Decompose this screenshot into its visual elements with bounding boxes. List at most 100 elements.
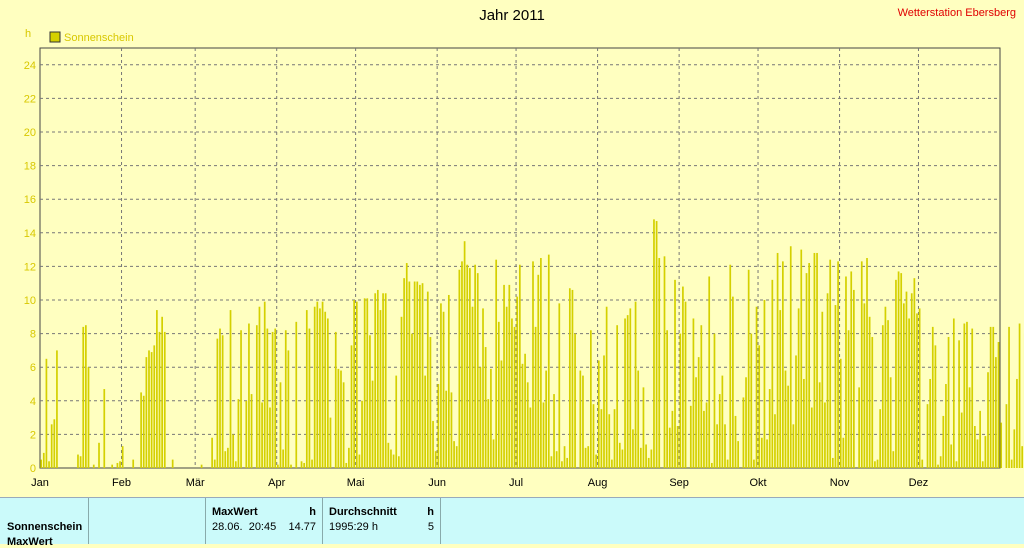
bar-day-162 — [464, 241, 466, 468]
bar-day-198 — [558, 303, 560, 468]
bar-day-312 — [858, 387, 860, 468]
bar-day-235 — [656, 221, 658, 468]
bar-day-130 — [380, 310, 382, 468]
bar-day-68 — [217, 339, 219, 468]
bar-day-331 — [908, 318, 910, 468]
bar-day-74 — [232, 434, 234, 468]
bar-day-129 — [377, 290, 379, 468]
bar-day-286 — [790, 246, 792, 468]
bar-day-281 — [777, 253, 779, 468]
x-tick-label-5: Jun — [428, 477, 446, 489]
bar-day-275 — [761, 438, 763, 468]
bar-day-341 — [935, 345, 937, 468]
bar-day-3 — [46, 359, 48, 468]
bar-day-45 — [156, 310, 158, 468]
bar-day-368 — [1006, 404, 1008, 468]
x-tick-label-4: Mai — [347, 477, 365, 489]
bar-day-89 — [272, 332, 274, 468]
bar-day-94 — [285, 330, 287, 468]
bar-day-70 — [222, 335, 224, 468]
bar-day-305 — [840, 359, 842, 468]
y-tick-label-10: 20 — [24, 127, 36, 139]
bar-day-324 — [890, 377, 892, 468]
bar-day-177 — [503, 285, 505, 468]
bar-day-211 — [593, 404, 595, 468]
bar-day-185 — [524, 354, 526, 468]
bar-day-360 — [985, 436, 987, 468]
bar-day-245 — [682, 287, 684, 468]
bar-day-273 — [756, 307, 758, 468]
bar-day-133 — [387, 443, 389, 468]
max-value: 14.77 — [288, 521, 316, 533]
bar-day-15 — [77, 455, 79, 468]
bar-day-322 — [885, 307, 887, 468]
bar-day-72 — [227, 448, 229, 468]
bar-day-123 — [361, 401, 363, 468]
bar-day-171 — [487, 399, 489, 468]
bar-day-288 — [795, 355, 797, 468]
bar-day-268 — [743, 397, 745, 468]
bar-day-136 — [395, 376, 397, 468]
bar-day-122 — [359, 455, 361, 468]
bar-day-17 — [82, 327, 84, 468]
chart-title: Jahr 2011 — [479, 7, 545, 24]
bar-day-170 — [485, 347, 487, 468]
bar-day-137 — [398, 456, 400, 468]
bar-day-356 — [974, 426, 976, 468]
bar-day-146 — [422, 283, 424, 468]
bar-day-222 — [622, 450, 624, 468]
bar-day-110 — [327, 318, 329, 468]
max-header: MaxWert — [212, 506, 258, 518]
bar-day-289 — [798, 308, 800, 468]
bar-day-153 — [440, 303, 442, 468]
bar-day-39 — [140, 392, 142, 468]
bar-day-345 — [945, 384, 947, 468]
bar-day-86 — [264, 302, 266, 468]
bar-day-193 — [545, 371, 547, 468]
bar-day-156 — [448, 295, 450, 468]
bar-day-126 — [369, 335, 371, 468]
stats-label-column: Sonnenschein MaxWert — [0, 498, 89, 544]
bar-day-304 — [837, 261, 839, 468]
bar-day-166 — [474, 265, 476, 468]
bar-day-264 — [732, 297, 734, 468]
bar-day-108 — [322, 302, 324, 468]
x-tick-label-6: Jul — [509, 477, 523, 489]
bar-day-32 — [122, 446, 124, 468]
avg-header: Durchschnitt — [329, 506, 397, 518]
bar-day-315 — [866, 258, 868, 468]
bar-day-217 — [608, 414, 610, 468]
bar-day-347 — [950, 444, 952, 468]
bar-day-363 — [992, 327, 994, 468]
bar-day-184 — [522, 364, 524, 468]
bar-day-302 — [832, 458, 834, 468]
bar-day-46 — [159, 332, 161, 468]
bar-day-213 — [598, 360, 600, 468]
bar-day-159 — [456, 446, 458, 468]
bar-day-100 — [301, 461, 303, 468]
bar-day-265 — [735, 416, 737, 468]
bar-day-325 — [892, 451, 894, 468]
bar-day-187 — [530, 408, 532, 468]
bar-day-212 — [595, 455, 597, 468]
station-name: Wetterstation Ebersberg — [898, 7, 1016, 19]
bar-day-319 — [877, 460, 879, 468]
bar-day-271 — [750, 334, 752, 468]
bar-day-344 — [942, 416, 944, 468]
bar-day-216 — [606, 307, 608, 468]
bar-day-263 — [729, 265, 731, 468]
y-tick-label-8: 16 — [24, 194, 36, 206]
bar-day-278 — [769, 389, 771, 468]
bar-day-30 — [117, 463, 119, 468]
x-tick-label-1: Feb — [112, 477, 131, 489]
y-tick-label-0: 0 — [30, 463, 36, 475]
bar-day-36 — [132, 460, 134, 468]
bar-day-155 — [445, 391, 447, 468]
bar-day-340 — [932, 327, 934, 468]
bar-day-342 — [937, 465, 939, 468]
bar-day-200 — [564, 446, 566, 468]
bar-day-293 — [808, 263, 810, 468]
bar-day-361 — [987, 372, 989, 468]
bar-day-253 — [703, 411, 705, 468]
bar-day-335 — [919, 308, 921, 468]
